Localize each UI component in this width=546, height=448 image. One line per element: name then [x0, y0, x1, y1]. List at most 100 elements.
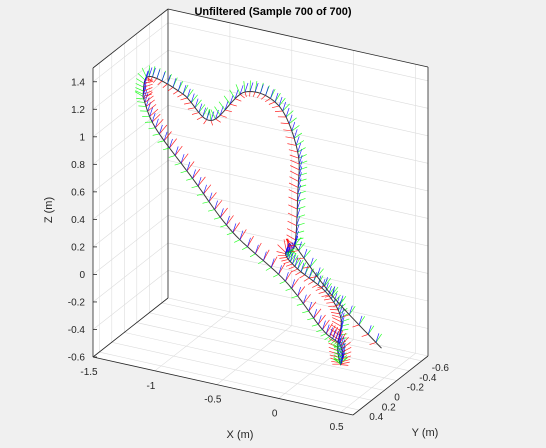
pose-z-arrow — [194, 98, 199, 108]
pose-z-arrow — [294, 235, 299, 246]
pose-z-arrow — [247, 237, 251, 247]
pose-y-arrow — [289, 252, 297, 262]
pose-z-arrow — [202, 107, 207, 117]
pose-y-arrow — [168, 155, 176, 158]
pose-y-arrow — [296, 214, 306, 218]
pose-x-arrow — [285, 270, 293, 282]
pose-y-arrow — [141, 67, 147, 78]
pose-y-arrow — [134, 91, 144, 97]
pose-z-arrow — [334, 331, 339, 341]
pose-z-arrow — [338, 351, 343, 361]
pose-z-arrow — [263, 251, 267, 261]
pose-y-arrow — [331, 286, 339, 296]
pose-z-arrow — [144, 93, 149, 103]
axes-box-edge — [92, 8, 169, 69]
pose-y-arrow — [333, 354, 343, 360]
pose-z-arrow — [295, 136, 300, 146]
z-tick-label: 0.6 — [71, 187, 85, 198]
pose-y-arrow — [209, 109, 212, 121]
pose-z-arrow — [292, 254, 296, 265]
pose-x-arrow — [361, 334, 369, 337]
pose-x-arrow — [143, 87, 153, 92]
z-tick-label: 1.4 — [71, 77, 85, 88]
pose-x-arrow — [239, 229, 247, 240]
pose-z-arrow — [329, 327, 333, 337]
pose-y-arrow — [157, 140, 165, 143]
pose-y-arrow — [180, 170, 188, 174]
pose-x-arrow — [220, 114, 227, 118]
pose-z-arrow — [177, 81, 182, 91]
pose-x-arrow — [288, 149, 298, 153]
pose-x-arrow — [279, 257, 287, 259]
pose-y-arrow — [328, 286, 335, 296]
pose-x-arrow — [285, 263, 293, 267]
pose-x-arrow — [318, 314, 326, 325]
pose-z-arrow — [298, 166, 303, 176]
pose-x-arrow — [268, 101, 276, 105]
pose-x-arrow — [291, 278, 299, 289]
pose-z-arrow — [159, 124, 163, 135]
pose-z-arrow — [198, 103, 203, 113]
pose-x-arrow — [340, 336, 349, 346]
pose-z-arrow — [208, 192, 213, 202]
pose-y-arrow — [335, 299, 344, 307]
z-tick-label: 1 — [79, 132, 85, 143]
pose-y-arrow — [340, 328, 349, 331]
pose-x-arrow — [234, 98, 242, 102]
axes-box — [92, 8, 429, 416]
pose-y-arrow — [162, 147, 170, 151]
pose-z-arrow — [232, 223, 237, 233]
pose-x-arrow — [339, 333, 346, 344]
y-tick-label: 0 — [394, 392, 400, 403]
pose-z-arrow — [337, 332, 341, 342]
pose-z-arrow — [285, 246, 290, 256]
pose-y-arrow — [191, 185, 199, 189]
pose-y-arrow — [297, 198, 306, 202]
pose-y-arrow — [339, 295, 347, 305]
axes-box-edge — [352, 355, 429, 416]
pose-z-arrow — [148, 67, 153, 77]
pose-x-arrow — [308, 301, 317, 312]
pose-x-arrow — [149, 108, 159, 117]
pose-y-arrow — [324, 277, 332, 287]
pose-x-arrow — [277, 244, 286, 253]
pose-z-arrow — [229, 94, 234, 105]
pose-x-arrow — [303, 277, 310, 282]
pose-x-arrow — [291, 268, 298, 273]
pose-y-arrow — [285, 288, 292, 291]
pose-z-arrow — [203, 184, 207, 194]
pose-x-arrow — [224, 109, 232, 113]
pose-y-arrow — [278, 97, 286, 107]
pose-z-arrow — [296, 216, 300, 226]
x-tick-label: -1 — [146, 381, 155, 392]
pose-x-arrow — [283, 129, 292, 132]
pose-x-arrow — [203, 184, 212, 195]
pose-z-arrow — [278, 265, 282, 275]
pose-y-arrow — [135, 87, 144, 92]
pose-x-arrow — [173, 90, 179, 95]
z-tick-label: 0.8 — [71, 160, 85, 171]
pose-z-arrow — [340, 317, 345, 327]
pose-y-arrow — [294, 237, 302, 246]
pose-y-arrow — [332, 341, 338, 346]
x-tick-label: 0.5 — [330, 422, 344, 433]
pose-z-arrow — [172, 78, 177, 88]
axes-box-edge — [167, 8, 429, 68]
pose-y-arrow — [330, 340, 336, 345]
pose-y-arrow — [303, 250, 311, 259]
pose-z-arrow — [192, 169, 196, 179]
pose-z-arrow — [220, 208, 224, 218]
pose-x-arrow — [341, 359, 351, 363]
pose-z-arrow — [341, 349, 346, 360]
pose-x-arrow — [260, 95, 266, 100]
pose-y-arrow — [210, 109, 216, 120]
pose-y-arrow — [213, 217, 221, 220]
pose-z-arrow — [328, 285, 332, 296]
pose-x-arrow — [146, 77, 152, 82]
pose-z-arrow — [316, 267, 321, 277]
pose-z-arrow — [309, 257, 314, 268]
pose-z-arrow — [340, 336, 345, 346]
pose-y-arrow — [296, 222, 305, 227]
pose-x-arrow — [143, 90, 153, 95]
